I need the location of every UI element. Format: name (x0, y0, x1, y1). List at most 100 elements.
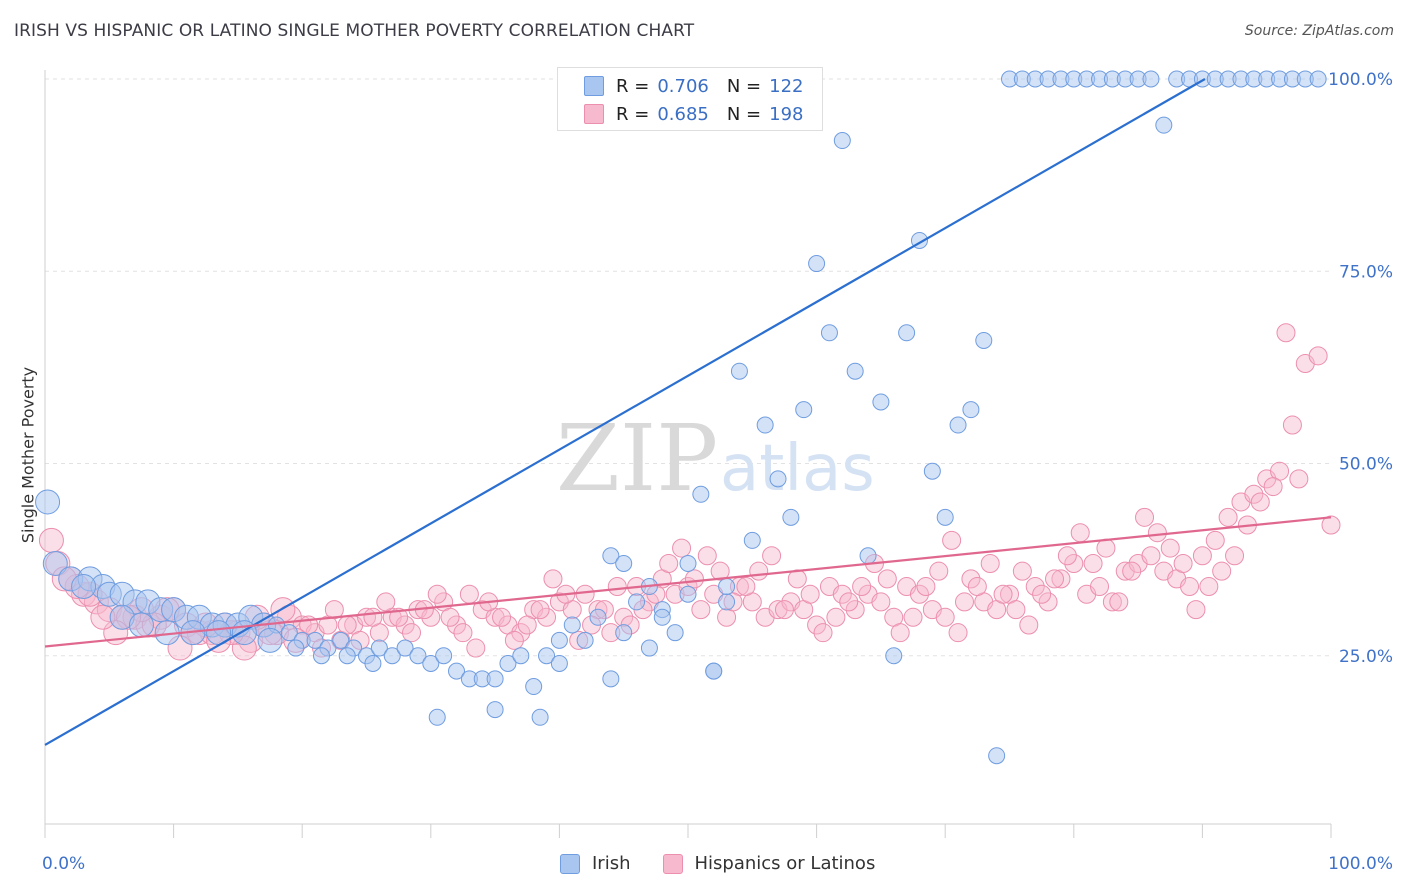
irish-point (332, 631, 350, 649)
hispanic-point (672, 538, 692, 558)
hispanic-point (762, 546, 782, 566)
irish-point (338, 647, 356, 665)
legend-r-value-irish: 0.706 (657, 75, 709, 97)
irish-point (512, 647, 530, 665)
irish-point (705, 662, 723, 680)
hispanic-point (1218, 507, 1238, 527)
y-tick-label: 50.0% (1339, 455, 1393, 475)
irish-point (531, 708, 549, 726)
hispanic-point (813, 623, 833, 643)
irish-point (312, 647, 330, 665)
irish-point (589, 608, 607, 626)
irish-point (550, 654, 568, 672)
irish-point (576, 631, 594, 649)
hispanic-point (1141, 546, 1161, 566)
y-tick-label: 100.0% (1328, 70, 1393, 90)
hispanic-point (1199, 577, 1219, 597)
irish-point (409, 647, 427, 665)
legend-r-value-hispanic: 0.685 (657, 103, 709, 125)
hispanic-point (1321, 515, 1341, 535)
hispanic-point (38, 527, 64, 553)
irish-point (35, 489, 61, 515)
irish-point (820, 324, 838, 342)
hispanic-point (749, 561, 769, 581)
irish-points (35, 70, 1327, 765)
hispanic-point (453, 623, 473, 643)
hispanic-trend-line (44, 516, 1332, 648)
irish-point (287, 639, 305, 657)
irish-point (71, 574, 97, 600)
hispanic-point (376, 592, 396, 612)
watermark-zip: ZIP (556, 405, 718, 512)
hispanic-point (684, 569, 704, 589)
hispanic-point (1135, 507, 1155, 527)
hispanic-point (1308, 346, 1328, 366)
hispanic-point (1276, 323, 1296, 343)
x-tick-label-min: 0.0% (42, 854, 85, 874)
irish-point (692, 485, 710, 503)
irish-point (718, 578, 736, 596)
hispanic-point (1032, 584, 1052, 604)
hispanic-point (517, 615, 537, 635)
bottom-legend-label-hispanic: Hispanics or Latinos (694, 853, 876, 874)
hispanic-point (774, 600, 794, 620)
irish-point (563, 616, 581, 634)
irish-point (602, 670, 620, 688)
hispanic-point (389, 607, 409, 627)
hispanic-point (710, 561, 730, 581)
irish-point (396, 639, 414, 657)
hispanic-point (954, 592, 974, 612)
hispanic-point (659, 553, 679, 573)
hispanic-point (871, 592, 891, 612)
y-tick-label: 75.0% (1339, 262, 1393, 282)
irish-point (833, 132, 851, 150)
hispanic-point (492, 607, 512, 627)
hispanic-point (459, 584, 479, 604)
bottom-legend-irish: Irish (560, 853, 631, 874)
irish-point (730, 362, 748, 380)
hispanic-point (1012, 561, 1032, 581)
watermark-atlas: atlas (720, 432, 875, 506)
irish-point (486, 670, 504, 688)
irish-point (795, 401, 813, 419)
hispanic-point (909, 584, 929, 604)
hispanic-point (826, 607, 846, 627)
irish-point (1309, 70, 1327, 88)
hispanic-point (832, 584, 852, 604)
irish-point (1155, 116, 1173, 134)
irish-point (602, 547, 620, 565)
hispanic-point (1025, 577, 1045, 597)
legend-n-label: N = (726, 103, 762, 125)
chart-title: IRISH VS HISPANIC OR LATINO SINGLE MOTHE… (14, 21, 695, 41)
bottom-legend: Irish Hispanics or Latinos (560, 853, 907, 874)
hispanic-point (948, 623, 968, 643)
irish-point (756, 416, 774, 434)
irish-point (231, 620, 257, 646)
hispanic-point (1263, 477, 1283, 497)
hispanic-point (929, 561, 949, 581)
hispanic-point (466, 638, 486, 658)
irish-point (499, 654, 517, 672)
hispanic-point (1096, 538, 1116, 558)
irish-point (525, 678, 543, 696)
irish-point (435, 647, 453, 665)
legend: R = 0.706 N = 122 R = 0.685 N = 198 (557, 67, 823, 131)
hispanic-point (942, 530, 962, 550)
irish-point (872, 393, 890, 411)
bottom-legend-hispanic: Hispanics or Latinos (662, 853, 876, 874)
hispanic-point (1070, 523, 1090, 543)
axes (44, 70, 1332, 838)
hispanic-point (1006, 600, 1026, 620)
hispanic-point (845, 600, 865, 620)
hispanic-point (1160, 538, 1180, 558)
hispanic-point (935, 607, 955, 627)
hispanic-point (691, 600, 711, 620)
hispanic-point (324, 600, 344, 620)
hispanic-point (504, 630, 524, 650)
hispanic-point (1186, 600, 1206, 620)
irish-point (679, 554, 697, 572)
irish-point (949, 416, 967, 434)
hispanic-point (697, 546, 717, 566)
hispanic-point (537, 607, 557, 627)
